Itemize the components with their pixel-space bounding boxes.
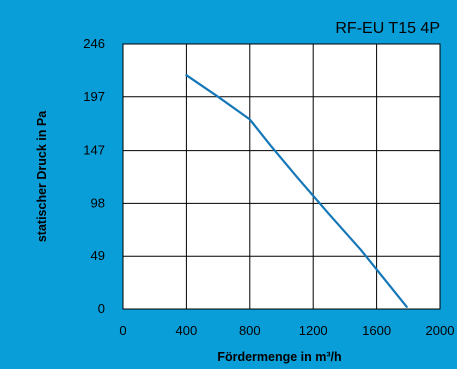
y-tick-labels: 0 49 98 147 197 246 — [83, 36, 105, 316]
x-tick-labels: 0 400 800 1200 1600 2000 — [119, 323, 454, 338]
x-axis-title: Fördermenge in m³/h — [217, 350, 341, 364]
x-tick-label: 0 — [119, 323, 126, 338]
plot-frame — [122, 43, 441, 310]
x-tick-label: 2000 — [426, 323, 455, 338]
x-tick-label: 1600 — [362, 323, 391, 338]
y-tick-label: 0 — [98, 301, 105, 316]
y-tick-label: 197 — [83, 89, 105, 104]
series-line — [185, 74, 408, 308]
y-tick-label: 246 — [83, 36, 105, 51]
y-tick-label: 98 — [91, 195, 105, 210]
y-axis-title: statischer Druck in Pa — [35, 110, 49, 242]
plot-area — [123, 44, 440, 309]
y-tick-label: 147 — [83, 143, 105, 158]
grid-lines — [123, 44, 440, 309]
x-tick-label: 1200 — [299, 323, 328, 338]
y-tick-label: 49 — [91, 248, 105, 263]
chart-title: RF-EU T15 4P — [335, 20, 440, 37]
x-tick-label: 400 — [176, 323, 198, 338]
x-tick-label: 800 — [239, 323, 261, 338]
